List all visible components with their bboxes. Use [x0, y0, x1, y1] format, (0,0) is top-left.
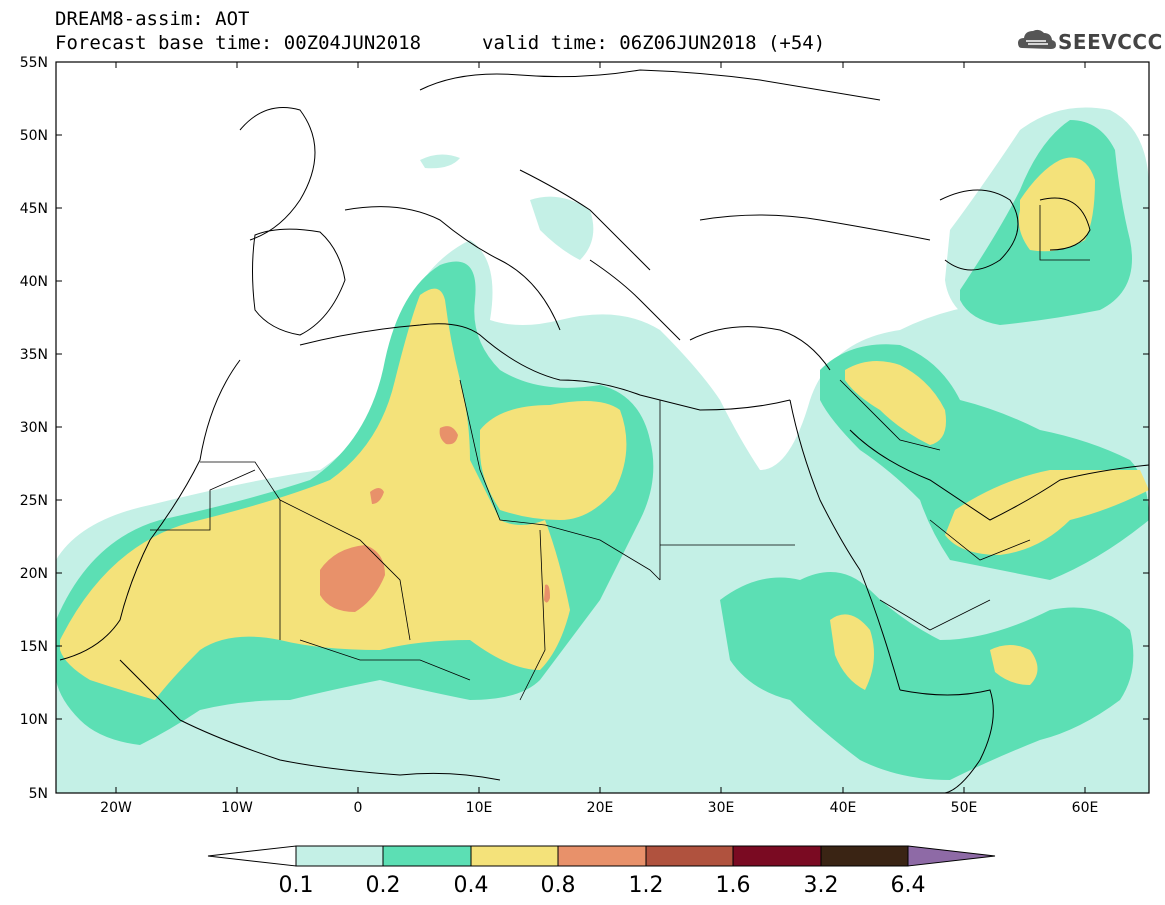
colorbar-segment: [557, 845, 647, 867]
valid-time: valid time: 06Z06JUN2018 (+54): [482, 32, 826, 54]
lat-label: 20N: [20, 566, 48, 582]
country-borders: [150, 205, 1090, 701]
lat-label: 50N: [20, 128, 48, 144]
colorbar-label: 6.4: [891, 873, 926, 898]
lon-label: 10W: [221, 800, 253, 816]
colorbar-label: 0.1: [279, 873, 314, 898]
lon-label: 60E: [1072, 800, 1099, 816]
longitude-labels: 20W 10W 0 10E 20E 30E 40E 50E 60E: [100, 800, 1098, 816]
colorbar-segment: [732, 845, 822, 867]
colorbar-label: 1.6: [716, 873, 751, 898]
lat-label: 15N: [20, 639, 48, 655]
map-title: DREAM8-assim: AOT: [55, 8, 250, 30]
lon-label: 10E: [466, 800, 493, 816]
colorbar-labels: 0.1 0.2 0.4 0.8 1.2 1.6 3.2 6.4: [279, 873, 926, 898]
lat-label: 10N: [20, 712, 48, 728]
colorbar-segment: [470, 845, 559, 867]
colorbar-label: 3.2: [804, 873, 839, 898]
lon-label: 0: [354, 800, 363, 816]
colorbar-label: 1.2: [629, 873, 664, 898]
lat-label: 55N: [20, 55, 48, 71]
lat-label: 45N: [20, 201, 48, 217]
colorbar-segment: [907, 845, 996, 867]
colorbar-label: 0.4: [454, 873, 489, 898]
aot-level-0.8-1.2: [320, 426, 550, 612]
aot-level-0.4-0.8: [60, 157, 1149, 700]
axis-ticks: [56, 61, 1149, 793]
color-bar: [207, 845, 996, 867]
colorbar-segment: [645, 845, 734, 867]
lon-label: 20W: [100, 800, 132, 816]
colorbar-segment: [820, 845, 909, 867]
colorbar-segment: [382, 845, 472, 867]
lon-label: 40E: [830, 800, 857, 816]
cloud-icon: [1018, 29, 1056, 49]
lat-label: 25N: [20, 493, 48, 509]
lon-label: 30E: [708, 800, 735, 816]
logo-text: SEEVCCC: [1058, 30, 1163, 54]
lat-label: 35N: [20, 347, 48, 363]
lon-label: 50E: [951, 800, 978, 816]
coastlines: [59, 69, 1149, 793]
lon-label: 20E: [587, 800, 614, 816]
forecast-base-time: Forecast base time: 00Z04JUN2018: [55, 32, 422, 54]
latitude-labels: 55N 50N 45N 40N 35N 30N 25N 20N 15N 10N …: [20, 55, 48, 802]
colorbar-segment: [295, 845, 384, 867]
colorbar-segment: [207, 845, 297, 867]
aot-contour-field: [56, 62, 1149, 793]
colorbar-label: 0.8: [541, 873, 576, 898]
lat-label: 5N: [29, 786, 48, 802]
colorbar-label: 0.2: [366, 873, 401, 898]
lat-label: 30N: [20, 420, 48, 436]
lat-label: 40N: [20, 274, 48, 290]
